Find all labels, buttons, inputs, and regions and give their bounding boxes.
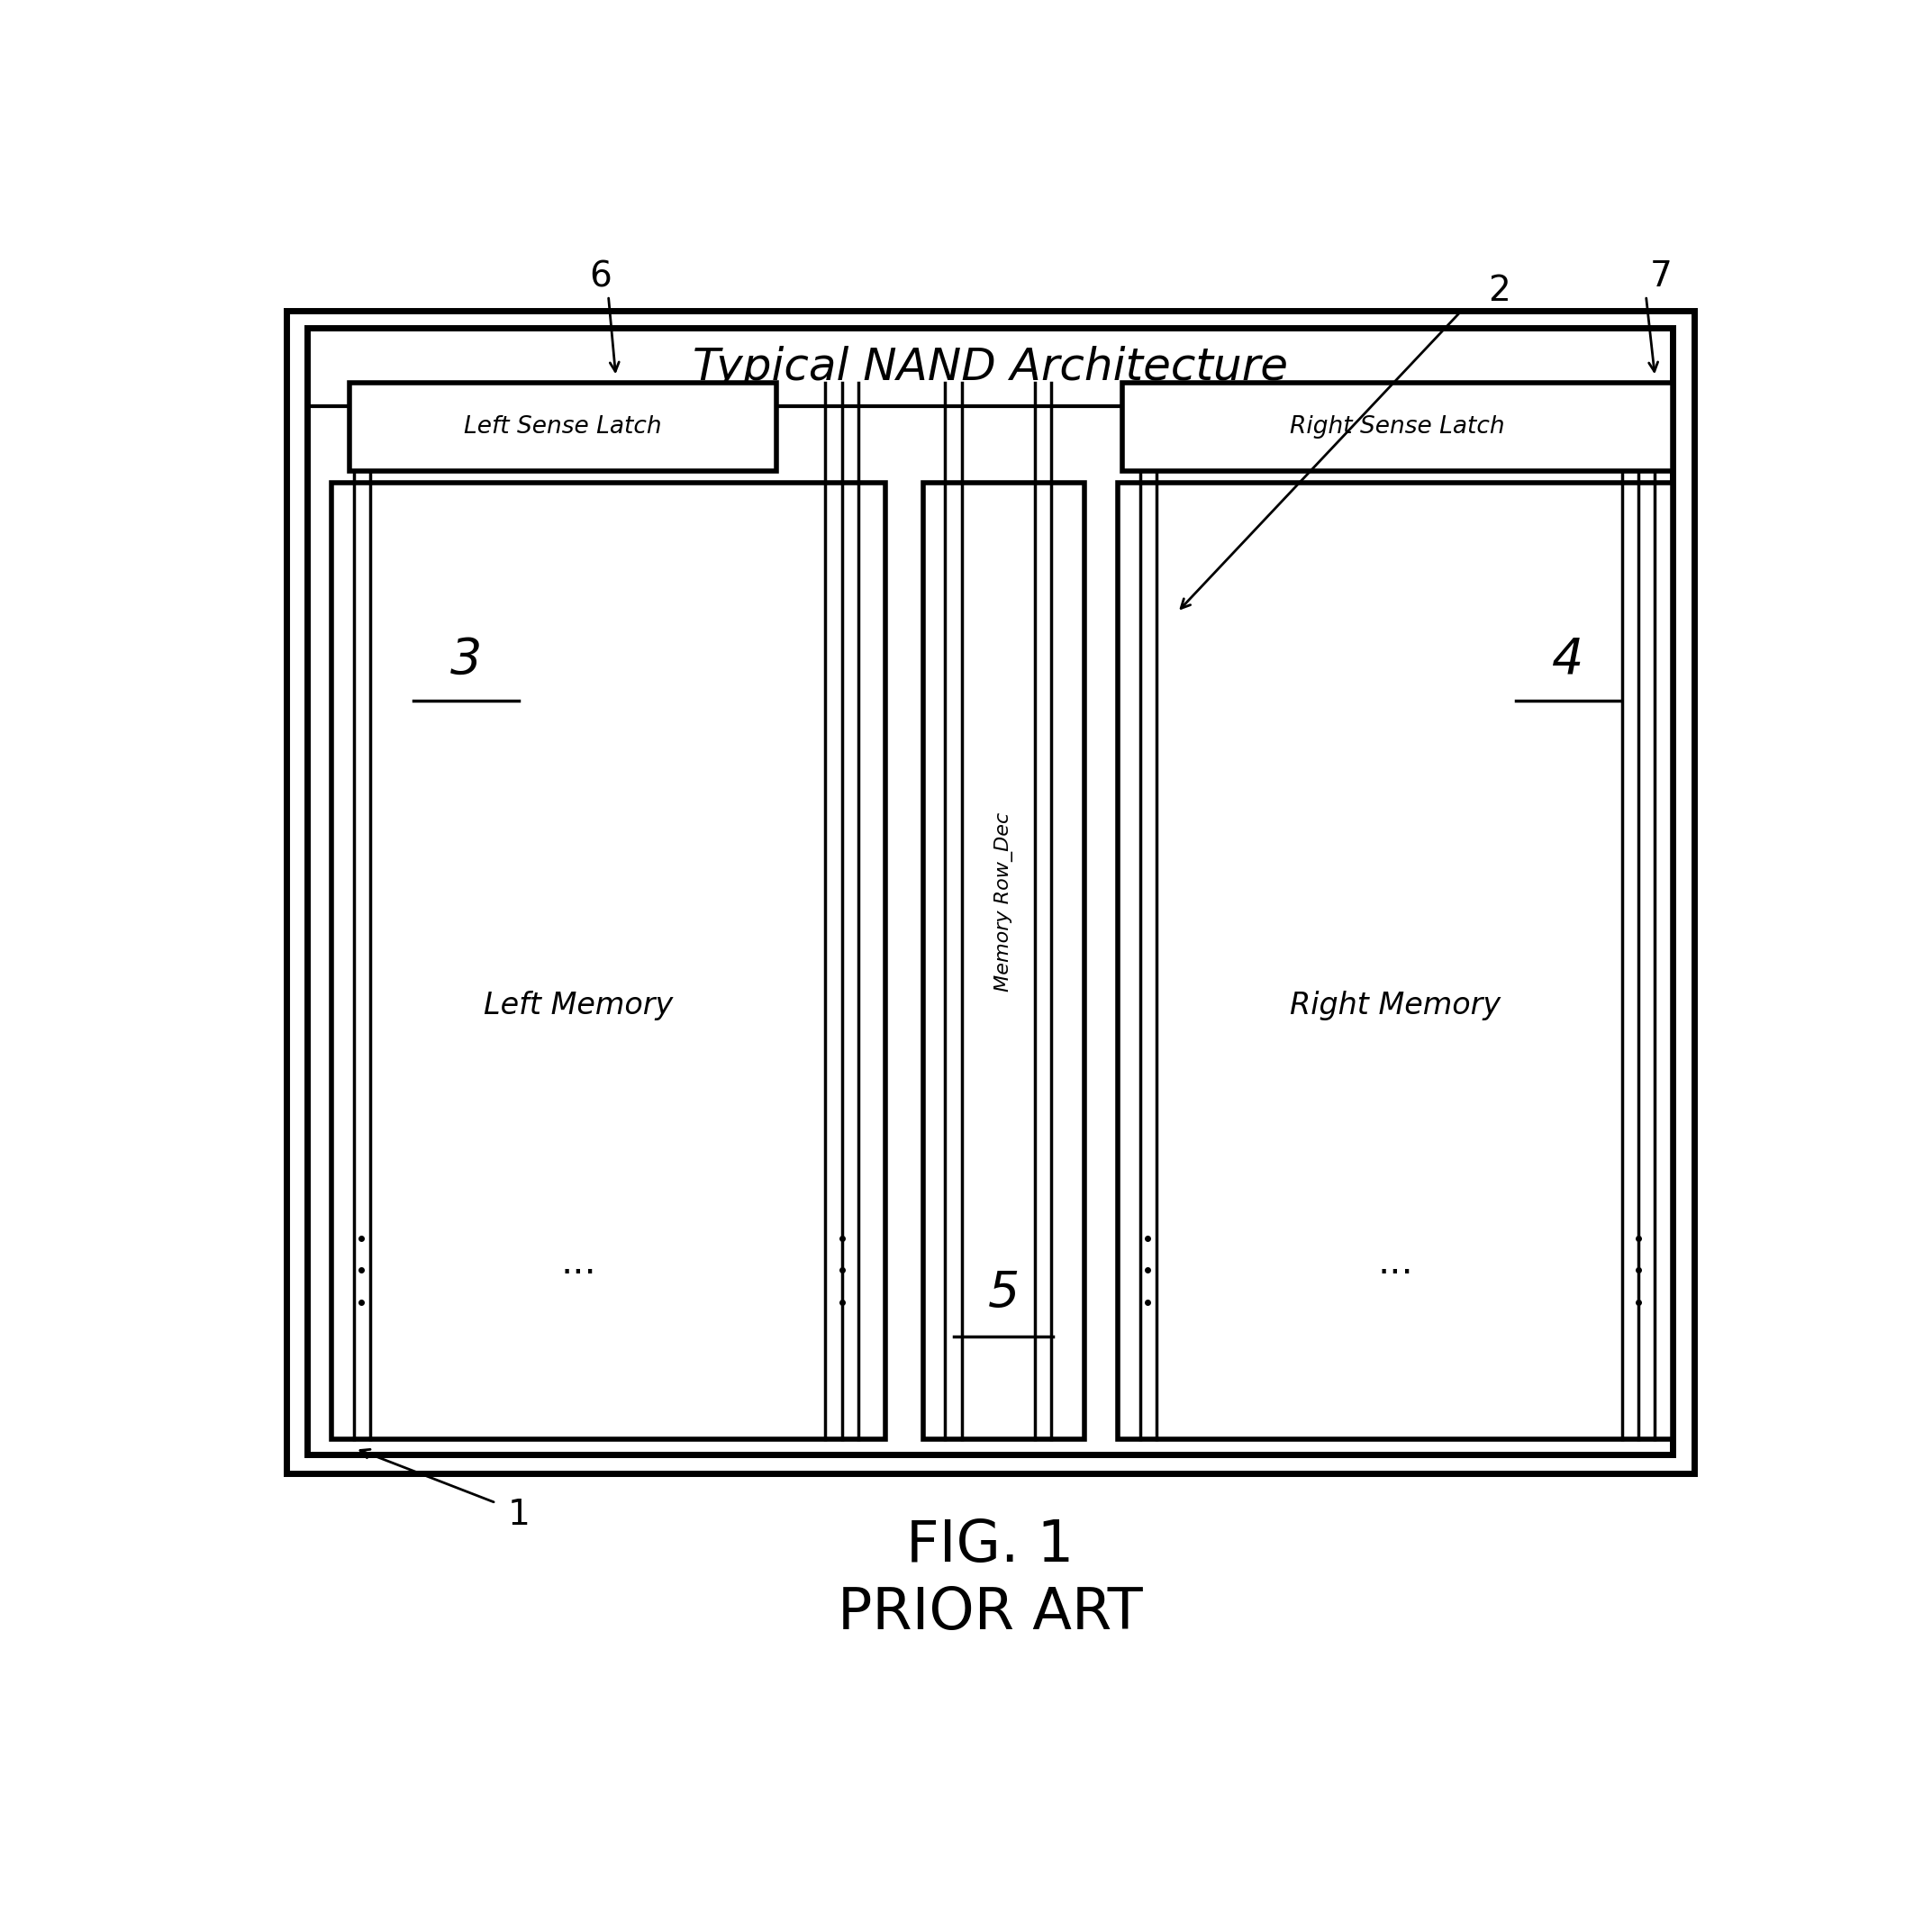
Text: 5: 5 [987, 1268, 1020, 1315]
Bar [1122, 382, 1673, 470]
Bar [307, 329, 1673, 1455]
Text: ...: ... [560, 1245, 597, 1281]
Text: Typical NAND Architecture: Typical NAND Architecture [692, 346, 1289, 388]
Bar [1117, 482, 1673, 1440]
Text: 1: 1 [508, 1497, 529, 1532]
Bar [350, 382, 777, 470]
Text: 4: 4 [1551, 635, 1584, 683]
Text: 3: 3 [450, 635, 481, 683]
Text: 2: 2 [1488, 273, 1511, 308]
Text: Right Memory: Right Memory [1291, 990, 1501, 1021]
Bar [286, 310, 1694, 1474]
Text: PRIOR ART: PRIOR ART [838, 1585, 1142, 1640]
Text: FIG. 1: FIG. 1 [906, 1518, 1074, 1574]
Text: 7: 7 [1650, 260, 1671, 294]
Text: 6: 6 [589, 260, 612, 294]
Bar [332, 482, 885, 1440]
Text: ...: ... [1378, 1245, 1412, 1281]
Bar [923, 482, 1084, 1440]
Text: Left Memory: Left Memory [483, 990, 672, 1021]
Text: Right Sense Latch: Right Sense Latch [1291, 415, 1505, 438]
Text: Memory Row_Dec: Memory Row_Dec [995, 813, 1012, 992]
Text: Left Sense Latch: Left Sense Latch [464, 415, 661, 438]
